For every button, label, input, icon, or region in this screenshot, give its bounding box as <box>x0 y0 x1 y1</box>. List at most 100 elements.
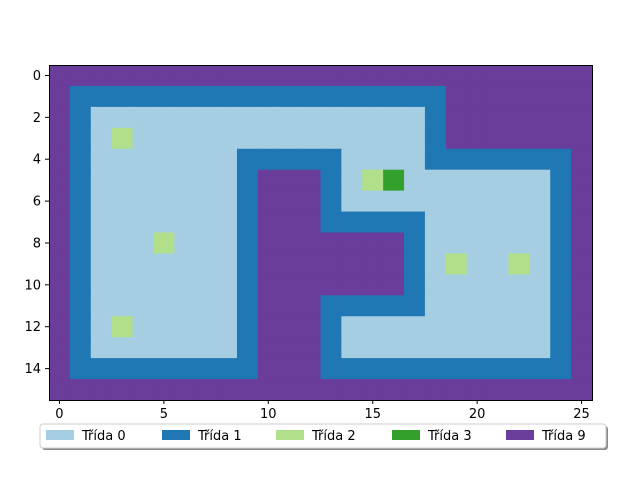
heatmap-cell <box>111 274 134 296</box>
y-tick-label: 12 <box>24 320 41 335</box>
heatmap-cell <box>487 295 510 317</box>
heatmap-cell <box>487 253 510 275</box>
heatmap-cell <box>49 316 71 338</box>
heatmap-cell <box>69 358 92 380</box>
heatmap-cell <box>508 169 530 192</box>
heatmap-cell <box>111 65 134 87</box>
heatmap-cell <box>195 295 217 317</box>
heatmap-cell <box>424 337 447 359</box>
heatmap-cell <box>69 295 92 317</box>
heatmap-cell <box>257 106 280 129</box>
heatmap-cell <box>341 337 363 359</box>
heatmap-cell <box>299 337 322 359</box>
heatmap-cell <box>49 274 71 296</box>
heatmap-cell <box>529 274 551 296</box>
heatmap-cell <box>299 274 322 296</box>
heatmap-cell <box>299 65 322 87</box>
heatmap-cell <box>278 190 301 213</box>
heatmap-cell <box>383 127 405 150</box>
heatmap-cell <box>299 169 322 192</box>
heatmap-cell <box>466 190 489 213</box>
heatmap-cell <box>383 358 405 380</box>
heatmap-cell <box>195 316 217 338</box>
heatmap-cell <box>90 106 113 129</box>
y-tick-label: 10 <box>24 278 41 293</box>
legend-swatch <box>392 430 420 440</box>
x-tick-label: 0 <box>55 407 63 422</box>
heatmap-cell <box>341 106 363 129</box>
heatmap-cell <box>257 274 280 296</box>
heatmap-cell <box>487 106 510 129</box>
y-tick-label: 8 <box>33 236 41 251</box>
heatmap-cell <box>550 274 572 296</box>
heatmap-cell <box>571 316 593 338</box>
x-tick-label: 25 <box>573 407 590 422</box>
legend-swatch <box>506 430 534 440</box>
heatmap-cell <box>49 190 71 213</box>
heatmap-cell <box>362 337 384 359</box>
heatmap-cell <box>174 106 196 129</box>
legend-label: Třída 3 <box>427 429 472 444</box>
heatmap-cell <box>529 358 551 380</box>
heatmap-cell <box>299 127 322 150</box>
heatmap-cell <box>90 316 113 338</box>
heatmap-cell <box>90 85 113 108</box>
heatmap-cell <box>508 379 530 401</box>
heatmap-cell <box>466 358 489 380</box>
heatmap-cell <box>445 337 468 359</box>
heatmap-cell <box>320 379 342 401</box>
heatmap-cell <box>90 211 113 234</box>
heatmap-cell <box>424 127 447 150</box>
heatmap-cell <box>132 190 155 213</box>
heatmap-cell <box>90 148 113 171</box>
heatmap-cell <box>508 127 530 150</box>
heatmap-cell <box>69 211 92 234</box>
heatmap-cell <box>132 127 155 150</box>
heatmap-cell <box>153 190 175 213</box>
heatmap-cell <box>90 337 113 359</box>
heatmap-cell <box>362 274 384 296</box>
heatmap-cell <box>550 211 572 234</box>
heatmap-cell <box>216 148 238 171</box>
heatmap-cell <box>508 148 530 171</box>
heatmap-cell <box>341 190 363 213</box>
heatmap-cell <box>299 106 322 129</box>
heatmap-cell <box>153 85 175 108</box>
x-tick-label: 15 <box>364 407 381 422</box>
heatmap-cell <box>466 316 489 338</box>
heatmap-cell <box>69 190 92 213</box>
heatmap-cell <box>550 169 572 192</box>
heatmap-cell <box>278 337 301 359</box>
heatmap-cell <box>216 106 238 129</box>
heatmap-cell <box>466 169 489 192</box>
heatmap-cell <box>362 316 384 338</box>
heatmap-cell <box>299 253 322 275</box>
heatmap-cell <box>236 358 259 380</box>
heatmap-cell <box>487 169 510 192</box>
heatmap-cell <box>320 232 342 255</box>
heatmap-cell <box>320 274 342 296</box>
heatmap-cell <box>320 316 342 338</box>
heatmap-cell <box>111 295 134 317</box>
heatmap-cell <box>571 379 593 401</box>
heatmap-cell <box>257 232 280 255</box>
heatmap-cell <box>299 295 322 317</box>
heatmap-cell <box>571 274 593 296</box>
heatmap-cell <box>550 106 572 129</box>
heatmap-cell <box>111 253 134 275</box>
heatmap-cell <box>132 337 155 359</box>
heatmap-cell <box>466 232 489 255</box>
heatmap-cell <box>111 316 134 338</box>
heatmap-cell <box>236 190 259 213</box>
heatmap-cell <box>383 211 405 234</box>
heatmap-cell <box>362 358 384 380</box>
heatmap-cell <box>236 316 259 338</box>
heatmap-cell <box>69 85 92 108</box>
legend-label: Třída 9 <box>541 429 586 444</box>
heatmap-cell <box>424 169 447 192</box>
heatmap-cell <box>466 85 489 108</box>
heatmap-cell <box>383 295 405 317</box>
heatmap-cell <box>571 169 593 192</box>
heatmap-cell <box>362 106 384 129</box>
heatmap-cell <box>132 106 155 129</box>
